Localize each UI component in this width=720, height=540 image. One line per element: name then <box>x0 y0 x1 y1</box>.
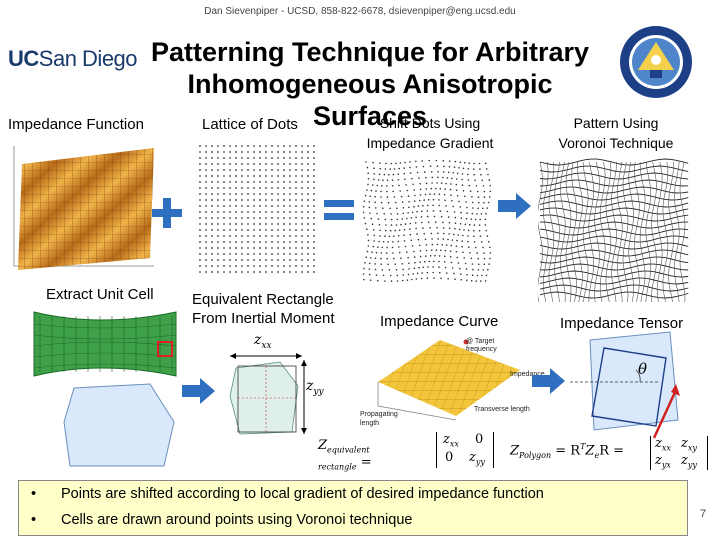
transverse-length-label: Transverse length <box>474 406 530 413</box>
shift-dots-line-1: Shift Dots Using <box>379 115 481 131</box>
page-number: 7 <box>700 508 707 520</box>
title-line-2: Inhomogeneous Anisotropic Surfaces <box>187 69 553 131</box>
zyy-label: zyy <box>306 378 324 397</box>
plus-icon <box>152 198 182 228</box>
label-equivalent-rectangle: Equivalent Rectangle From Inertial Momen… <box>192 290 335 328</box>
arrow-right-icon-2 <box>182 378 215 404</box>
label-impedance-function: Impedance Function <box>8 116 144 133</box>
summary-bullets: • Points are shifted according to local g… <box>18 480 688 536</box>
unit-cell-extraction <box>33 311 177 377</box>
pattern-line-1: Pattern Using <box>573 115 659 131</box>
bullet-item-2: • Cells are drawn around points using Vor… <box>31 512 413 528</box>
label-shift-dots: Shift Dots Using Impedance Gradient <box>340 113 520 153</box>
pattern-line-2: Voronoi Technique <box>558 135 674 151</box>
label-impedance-tensor: Impedance Tensor <box>560 315 684 332</box>
lattice-of-dots <box>199 145 315 273</box>
arrow-right-icon <box>498 193 531 219</box>
ucsd-logo: UCSan Diego <box>8 46 138 72</box>
unit-cell-polygon <box>63 383 175 467</box>
equivalent-rectangle <box>229 353 307 435</box>
afosr-seal-icon <box>620 26 692 98</box>
slide-title: Patterning Technique for Arbitrary Inhom… <box>140 36 600 132</box>
polygon-tensor-equation: ZPolygon = RTZeR = zxx zxy zyx zyy <box>510 436 710 472</box>
unit-cell-box <box>157 341 173 357</box>
impedance-axis-label: Impedance <box>510 371 545 378</box>
arrow-right-icon-3 <box>532 368 565 394</box>
equivalent-rectangle-equation: Zequivalent rectangle = zxx 0 0 zyy <box>318 432 508 471</box>
equals-icon <box>324 200 354 220</box>
target-frequency-marker <box>463 339 469 345</box>
propagating-length-label: Propagating length <box>360 411 398 427</box>
label-extract-unit-cell: Extract Unit Cell <box>46 286 154 303</box>
target-frequency-note: @ Target frequency <box>466 338 497 353</box>
shifted-dots <box>362 159 492 282</box>
shift-dots-line-2: Impedance Gradient <box>366 135 494 151</box>
equiv-rect-line-2: From Inertial Moment <box>192 310 335 327</box>
contact-line: Dan Sievenpiper - UCSD, 858-822-6678, ds… <box>204 6 516 17</box>
impedance-curve-surface <box>377 339 520 421</box>
impedance-tensor-diagram <box>570 331 680 439</box>
label-impedance-curve: Impedance Curve <box>380 313 499 330</box>
impedance-function-surface <box>13 146 154 270</box>
equiv-rect-line-1: Equivalent Rectangle <box>192 291 334 308</box>
title-line-1: Patterning Technique for Arbitrary <box>150 37 590 67</box>
label-pattern-voronoi: Pattern Using Voronoi Technique <box>532 113 700 153</box>
theta-label: θ <box>638 360 648 378</box>
label-lattice-of-dots: Lattice of Dots <box>202 116 298 133</box>
logo-uc: UC <box>8 46 39 71</box>
bullet-item-1: • Points are shifted according to local g… <box>31 486 544 502</box>
voronoi-pattern <box>538 158 689 303</box>
zxx-label: zxx <box>254 332 272 351</box>
logo-san-diego: San Diego <box>38 46 138 71</box>
